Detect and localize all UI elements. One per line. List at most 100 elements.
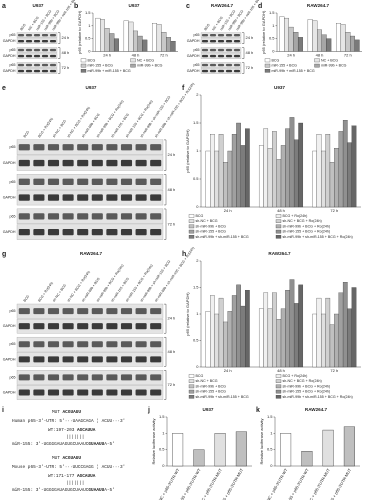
blot-band	[91, 228, 103, 236]
blot-band	[150, 341, 162, 348]
bar	[279, 16, 285, 52]
blot-band	[18, 374, 30, 381]
sequence-segment: A-5'	[104, 488, 115, 493]
bar	[276, 159, 282, 208]
bar	[137, 35, 143, 52]
bar	[289, 117, 295, 208]
blot-band	[77, 194, 89, 201]
legend-entry: miR-155 + BCG	[88, 64, 114, 68]
chart-title: RAW264.7	[307, 3, 330, 8]
legend-entry: miR-155 + BCG	[272, 64, 298, 68]
bar	[214, 150, 220, 208]
blot-strip	[16, 224, 164, 240]
blot-strip	[16, 318, 164, 334]
bar	[245, 289, 250, 368]
blot-band	[120, 194, 133, 201]
legend-swatch	[188, 384, 195, 389]
blot-band	[17, 54, 25, 58]
time-bracket	[164, 370, 167, 400]
blot-band	[120, 159, 133, 167]
blot-band	[201, 63, 209, 67]
blot-band	[18, 389, 30, 396]
bar	[109, 33, 115, 52]
blot-band	[91, 213, 103, 220]
blot-band	[47, 341, 60, 348]
blot-band	[150, 389, 162, 396]
x-tick-label: 24 h	[224, 208, 232, 213]
time-bracket	[242, 47, 245, 59]
bar	[345, 32, 351, 52]
legend-entry: sh-NC + BCG	[196, 219, 218, 223]
legend-entry: sh-miR-155 + BCG + Ro(24h)	[283, 230, 331, 234]
blot-band	[33, 63, 41, 67]
x-tick-label: 24 h	[224, 368, 232, 373]
blot-band	[77, 308, 89, 315]
blot-strip	[16, 189, 164, 206]
row-label: GAPDH	[3, 390, 16, 394]
blot-band	[33, 341, 45, 348]
blot-band	[41, 69, 49, 73]
y-tick-label: 0	[270, 463, 273, 468]
blot-band	[225, 54, 233, 58]
blot-band	[233, 63, 241, 67]
blot-band	[91, 308, 103, 315]
blot-band	[41, 54, 49, 58]
legend-entry: sh-miR-99b + BCG + Ro(24h)	[283, 384, 331, 388]
sequence-line: miR-155: 3'-UGGGGAUAGUGCUAAUCGUAAUUA-5'	[12, 488, 115, 493]
legend-swatch	[188, 374, 195, 378]
time-label: 48 h	[168, 349, 176, 354]
blot-band	[47, 213, 60, 220]
bar	[267, 308, 273, 368]
blot-band	[150, 194, 162, 201]
blot-band	[47, 228, 60, 236]
legend-swatch	[188, 235, 195, 239]
blot-band	[41, 48, 49, 52]
legend-entry: sh-miR-99b + sh-miR-155 + BCG + Ro(24h)	[283, 235, 353, 239]
blot-band	[135, 308, 147, 315]
row-label: p65	[10, 63, 16, 67]
legend-swatch	[314, 63, 320, 68]
blot-band	[120, 144, 133, 151]
time-bracket	[164, 174, 167, 206]
legend-swatch	[188, 224, 195, 229]
blot-band	[225, 69, 233, 73]
bar	[227, 150, 233, 208]
x-tick-label: 72 h	[330, 368, 338, 373]
blot-band	[33, 194, 45, 201]
y-tick-label: 1.5	[85, 10, 91, 15]
bar	[321, 313, 326, 368]
legend-entry: BCG	[196, 374, 204, 378]
bar	[214, 433, 226, 467]
time-bracket	[242, 62, 245, 74]
blot-band	[47, 356, 60, 363]
y-tick-label: 0.5	[159, 447, 165, 452]
legend-swatch	[275, 235, 282, 239]
blot-band	[47, 178, 60, 185]
time-bracket	[164, 208, 167, 240]
blot-band	[17, 63, 25, 67]
y-tick-label: 0.5	[193, 338, 199, 343]
bar	[334, 148, 339, 208]
blot-band	[209, 69, 217, 73]
legend-swatch	[188, 379, 195, 383]
bar	[161, 32, 167, 52]
time-label: 24 h	[62, 35, 70, 40]
blot-band	[201, 33, 209, 37]
blot-band	[135, 374, 147, 381]
blot-band	[33, 356, 45, 363]
y-tick-label: 1	[196, 311, 199, 316]
blot-band	[150, 228, 162, 236]
bar	[351, 287, 357, 368]
legend-swatch	[314, 58, 320, 63]
blot-band	[41, 33, 49, 37]
bar	[123, 20, 129, 52]
blot-band	[217, 54, 225, 58]
blot-band	[91, 178, 103, 185]
legend-entry: BCG	[272, 58, 280, 62]
blot-title: RAW264.7	[80, 251, 103, 256]
time-bracket	[242, 32, 245, 44]
blot-band	[18, 194, 30, 201]
blot-band	[33, 228, 45, 236]
x-tick-label: 24 h	[287, 52, 295, 57]
